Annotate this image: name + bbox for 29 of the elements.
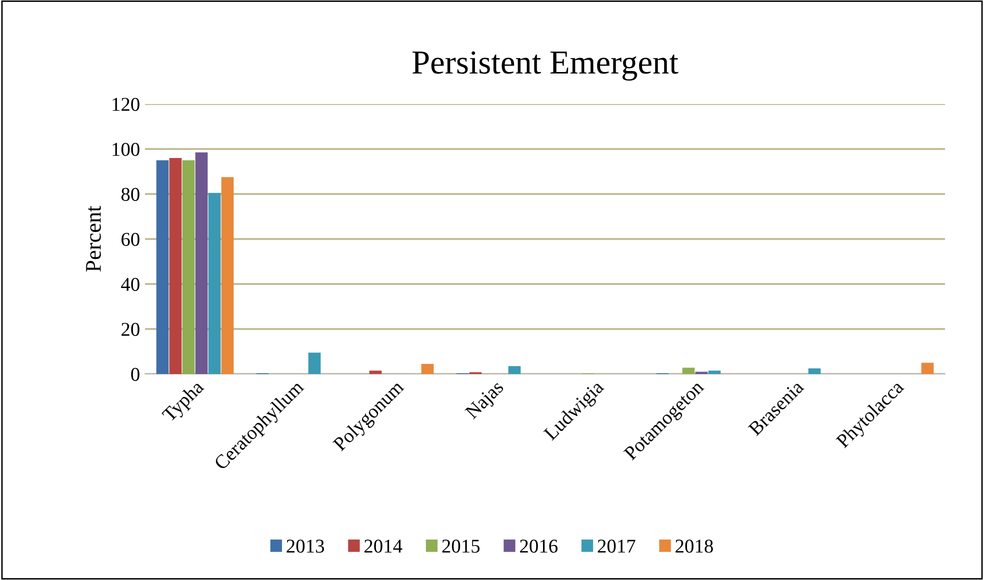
y-tick-label: 100	[112, 142, 140, 156]
bar	[221, 177, 234, 374]
y-tick-label: 20	[122, 322, 140, 336]
bar	[308, 352, 321, 374]
chart-title: Persistent Emergent	[412, 51, 678, 81]
bar	[921, 362, 934, 374]
bar	[208, 192, 221, 374]
y-tick-label: 0	[131, 368, 140, 381]
bar	[182, 160, 195, 374]
bar	[369, 370, 382, 374]
bar	[421, 364, 434, 374]
legend-label: 2016	[520, 540, 558, 553]
bar	[169, 158, 182, 374]
y-tick-label: 80	[121, 188, 140, 201]
bar	[156, 160, 169, 374]
y-tick-label: 40	[121, 278, 140, 291]
legend-label: 2018	[676, 540, 713, 553]
legend-label: 2013	[286, 540, 324, 553]
y-tick-label: 60	[122, 232, 140, 246]
bar	[708, 370, 721, 374]
bar	[508, 366, 521, 374]
legend-label: 2015	[442, 540, 480, 553]
legend-label: 2014	[364, 540, 402, 553]
legend-label: 2017	[598, 540, 636, 553]
y-tick-label: 120	[112, 98, 140, 111]
y-axis-title: Percent	[86, 206, 101, 272]
bar	[808, 368, 821, 374]
bar	[195, 152, 208, 374]
bar	[682, 368, 695, 374]
